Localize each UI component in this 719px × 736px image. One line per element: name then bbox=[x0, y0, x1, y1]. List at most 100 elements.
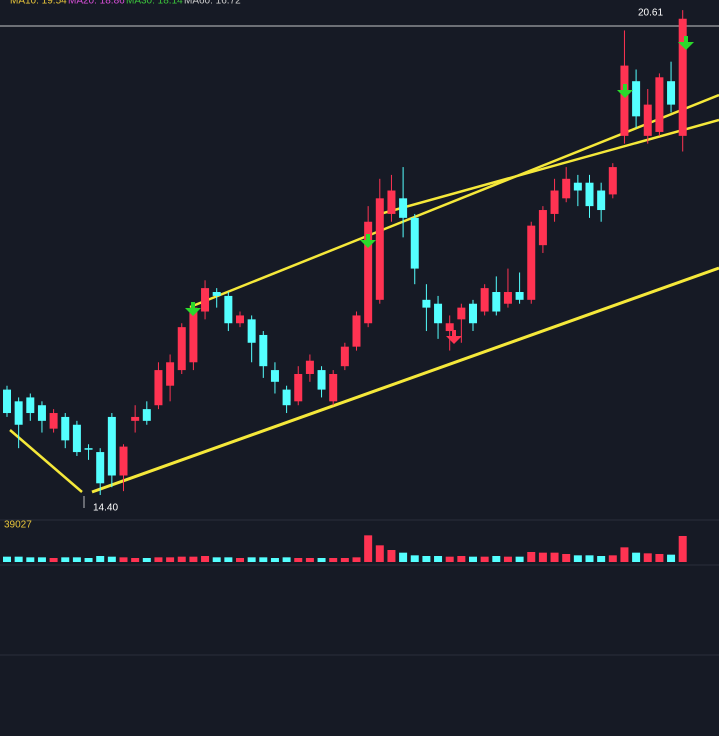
volume-bar bbox=[247, 557, 256, 562]
low-label: 14.40 bbox=[93, 503, 118, 514]
candle-body bbox=[84, 448, 93, 450]
volume-bar bbox=[667, 554, 676, 562]
volume-bar bbox=[632, 552, 641, 562]
header-item: MA30: 18.14 bbox=[126, 0, 183, 7]
candle-body bbox=[608, 167, 617, 195]
header-item: MA20: 18.86 bbox=[68, 0, 125, 7]
candle-body bbox=[37, 405, 46, 421]
volume-bar bbox=[410, 555, 419, 562]
candle-body bbox=[667, 81, 676, 105]
candle-body bbox=[410, 217, 419, 269]
candle-body bbox=[3, 389, 11, 414]
candle-body bbox=[224, 295, 233, 324]
candle-body bbox=[352, 315, 361, 347]
volume-bar bbox=[270, 558, 279, 562]
volume-bar bbox=[259, 557, 268, 562]
volume-bar bbox=[340, 558, 349, 562]
volume-bar bbox=[37, 557, 46, 562]
candle-body bbox=[469, 303, 477, 324]
candle-body bbox=[154, 370, 163, 406]
volume-bar bbox=[422, 556, 431, 562]
candle-body bbox=[340, 346, 349, 367]
volume-bar bbox=[620, 547, 629, 562]
candle-body bbox=[14, 401, 23, 425]
volume-bar bbox=[3, 556, 11, 562]
volume-bar bbox=[26, 557, 35, 562]
candle-body bbox=[166, 362, 175, 386]
candle-body bbox=[107, 416, 116, 476]
sell-arrow bbox=[446, 330, 462, 344]
volume-bar bbox=[212, 557, 221, 562]
volume-bar bbox=[643, 553, 652, 562]
candle-body bbox=[678, 18, 687, 136]
volume-label: 39027 bbox=[4, 520, 32, 531]
volume-bar bbox=[387, 550, 396, 562]
volume-bar bbox=[608, 555, 617, 562]
volume-bar bbox=[84, 558, 93, 562]
volume-bar bbox=[492, 556, 501, 562]
header-item: MA60: 16.72 bbox=[184, 0, 241, 7]
candle-body bbox=[527, 225, 536, 300]
candle-body bbox=[643, 104, 652, 136]
candle-body bbox=[212, 292, 221, 296]
volume-bar bbox=[352, 557, 361, 562]
volume-bar bbox=[434, 556, 443, 562]
volume-bar bbox=[131, 558, 140, 562]
candle-body bbox=[422, 299, 431, 308]
volume-bar bbox=[480, 556, 489, 562]
volume-bar bbox=[329, 558, 338, 562]
candle-body bbox=[375, 198, 384, 300]
volume-bar bbox=[399, 552, 408, 562]
candle-body bbox=[632, 81, 641, 117]
buy-arrow bbox=[678, 36, 694, 50]
volume-bar bbox=[142, 558, 151, 562]
candle-body bbox=[387, 190, 396, 214]
channel-line bbox=[91, 266, 719, 494]
candle-body bbox=[445, 323, 454, 332]
trend-lines bbox=[9, 93, 719, 494]
candle-body bbox=[49, 413, 58, 429]
volume-bar bbox=[445, 556, 454, 562]
buy-arrow bbox=[185, 302, 201, 316]
volume-bar bbox=[177, 556, 186, 562]
volume-bar bbox=[457, 556, 466, 562]
volume-bar bbox=[166, 557, 175, 562]
candle-body bbox=[480, 288, 489, 312]
candle-body bbox=[492, 292, 501, 312]
candle-body bbox=[247, 319, 256, 343]
channel-line bbox=[189, 93, 719, 309]
candle-body bbox=[142, 409, 151, 421]
candle-body bbox=[399, 198, 408, 218]
volume-bar bbox=[597, 556, 606, 562]
candle-body bbox=[236, 315, 244, 324]
candle-body bbox=[573, 182, 582, 191]
candle-body bbox=[515, 292, 524, 300]
buy-arrow bbox=[617, 84, 633, 98]
volume-bar bbox=[655, 554, 664, 562]
candle-body bbox=[26, 397, 35, 414]
volume-bar bbox=[119, 557, 128, 562]
candle-body bbox=[585, 182, 594, 207]
volume-bar bbox=[573, 555, 582, 562]
candle-body bbox=[434, 303, 443, 324]
candle-body bbox=[189, 307, 198, 363]
volume-bar bbox=[72, 557, 81, 562]
candle-body bbox=[550, 190, 559, 214]
candle-body bbox=[96, 452, 105, 484]
volume-bar bbox=[96, 556, 105, 562]
volume-bar bbox=[538, 552, 547, 562]
signal-arrows bbox=[185, 36, 694, 344]
channel-line bbox=[379, 118, 719, 216]
candle-body bbox=[201, 288, 210, 312]
volume-bar bbox=[375, 545, 384, 562]
volume-bar bbox=[550, 552, 559, 562]
candle-body bbox=[177, 327, 186, 371]
candle-body bbox=[270, 370, 279, 382]
channel-line bbox=[9, 429, 83, 493]
candle-body bbox=[562, 178, 571, 199]
volume-bar bbox=[364, 535, 373, 562]
volume-bar bbox=[527, 552, 536, 562]
volume-bar bbox=[61, 557, 70, 562]
candle-body bbox=[457, 307, 466, 320]
